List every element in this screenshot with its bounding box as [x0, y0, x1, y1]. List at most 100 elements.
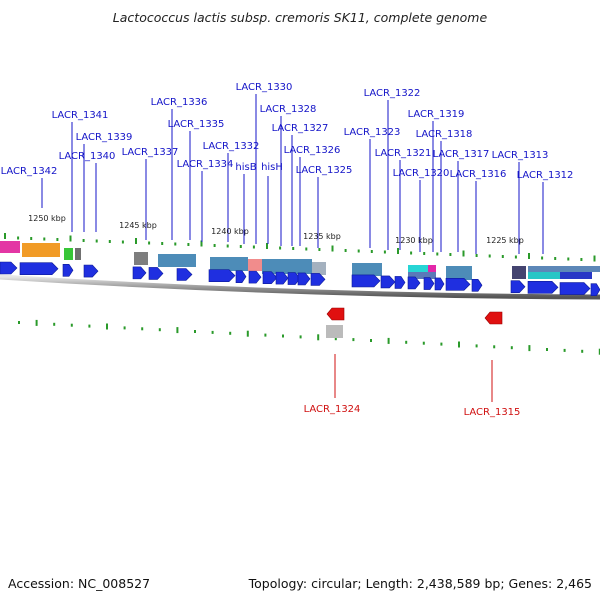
scale-dash: [53, 322, 56, 326]
genome-summary-text: Topology: circular; Length: 2,438,589 bp…: [248, 576, 592, 591]
scale-dash: [264, 333, 267, 337]
domain-box: [408, 265, 428, 272]
forward-gene-label: LACR_1334: [177, 159, 234, 170]
scale-dash: [88, 324, 91, 328]
scale-dash: [213, 244, 216, 247]
kbp-tick-label: 1230 kbp: [395, 236, 433, 245]
scale-dash: [387, 337, 390, 344]
forward-gene-label: hisB: [235, 162, 256, 173]
scale-dash: [266, 243, 268, 249]
forward-gene-arrow: [527, 281, 559, 294]
domain-box: [262, 259, 312, 274]
scale-dash: [510, 346, 513, 350]
scale-dash: [299, 335, 302, 339]
kbp-tick-label: 1225 kbp: [486, 236, 524, 245]
domain-box: [210, 257, 248, 271]
scale-dash: [514, 255, 517, 259]
scale-dash: [282, 334, 284, 338]
scale-dash: [422, 341, 425, 345]
scale-dash: [123, 326, 126, 330]
scale-dash: [106, 323, 108, 330]
scale-dash: [318, 248, 321, 251]
scale-dash: [436, 252, 439, 256]
forward-gene-arrow: [287, 272, 301, 285]
forward-gene-label: LACR_1340: [59, 151, 116, 162]
scale-dash: [528, 253, 530, 259]
scale-dash: [449, 253, 452, 256]
forward-gene-label: LACR_1339: [76, 132, 133, 143]
forward-gene-label: LACR_1320: [393, 168, 450, 179]
scale-dash: [43, 237, 46, 241]
forward-gene-label: LACR_1317: [433, 149, 490, 160]
reverse-gene-label: LACR_1324: [304, 404, 361, 415]
domain-box: [158, 254, 196, 267]
forward-gene-arrow: [423, 277, 435, 290]
forward-gene-label: LACR_1336: [151, 97, 208, 108]
forward-gene-arrow: [62, 264, 74, 277]
gene-labels: LACR_1342 LACR_1341 LACR_1339 LACR_1340 LACR…: [1, 82, 574, 418]
scale-dash: [501, 255, 504, 258]
scale-dash: [135, 238, 137, 244]
domain-box: [428, 265, 436, 272]
forward-gene-arrow: [310, 273, 326, 286]
scale-dash: [211, 330, 214, 334]
domain-box: [312, 262, 326, 275]
kbp-tick-label: 1235 kbp: [303, 232, 341, 241]
kbp-tick-label: 1240 kbp: [211, 227, 249, 236]
label-leader-lines: [41, 94, 544, 402]
scale-dash: [397, 248, 399, 254]
scale-dash: [546, 348, 548, 351]
backbone-line: [0, 274, 600, 300]
accession-text: Accession: NC_008527: [8, 576, 151, 591]
scale-dash: [334, 337, 337, 341]
forward-gene-label: LACR_1325: [296, 165, 353, 176]
scale-dash: [292, 247, 295, 250]
forward-gene-arrow: [262, 271, 278, 284]
forward-gene-arrow: [434, 277, 445, 291]
forward-gene-arrow: [394, 276, 406, 289]
domain-box: [75, 248, 81, 260]
forward-gene-arrow: [510, 280, 526, 294]
forward-gene-arrow: [132, 266, 147, 280]
scale-dash: [567, 257, 570, 261]
forward-gene-label: LACR_1328: [260, 104, 317, 115]
kbp-tick-label: 1245 kbp: [119, 221, 157, 230]
forward-gene-arrow: [208, 269, 236, 282]
scale-dash: [226, 244, 229, 248]
forward-gene-label: LACR_1341: [52, 110, 109, 121]
forward-gene-arrow: [297, 272, 311, 286]
forward-gene-arrow: [0, 261, 18, 275]
scale-dash: [56, 238, 59, 241]
scale-dash: [30, 237, 33, 240]
scale-dash: [176, 327, 179, 334]
forward-gene-label: LACR_1322: [364, 88, 421, 99]
domain-box: [248, 259, 262, 271]
scale-dash: [528, 345, 531, 352]
scale-dash: [246, 330, 249, 337]
scale-dash: [357, 249, 360, 253]
forward-gene-label: LACR_1318: [416, 129, 473, 140]
scale-dash: [317, 334, 320, 341]
scale-dash: [82, 239, 85, 242]
scale-dash: [148, 241, 151, 245]
scale-dash: [35, 319, 38, 326]
kbp-tick-label: 1250 kbp: [28, 214, 66, 223]
protein-domain-tracks: [0, 241, 600, 280]
reverse-gene-domain: [326, 325, 343, 338]
scale-dash: [4, 233, 6, 239]
forward-gene-arrow: [590, 283, 600, 296]
scale-dash: [593, 255, 596, 262]
reverse-gene-track: [326, 307, 503, 338]
kbp-scale-labels: 1250 kbp 1245 kbp 1240 kbp 1235 kbp 1230 kbp…: [28, 214, 524, 245]
scale-dash: [370, 339, 372, 342]
scale-dash: [174, 242, 177, 246]
forward-gene-label: LACR_1326: [284, 145, 341, 156]
forward-gene-arrow: [380, 275, 396, 289]
forward-gene-arrow: [471, 279, 483, 292]
forward-gene-arrow: [83, 264, 99, 278]
scale-dash: [305, 247, 308, 251]
scale-dash: [405, 340, 408, 344]
scale-dash: [17, 236, 20, 240]
forward-gene-label: LACR_1316: [450, 169, 507, 180]
scale-dash: [95, 239, 98, 243]
